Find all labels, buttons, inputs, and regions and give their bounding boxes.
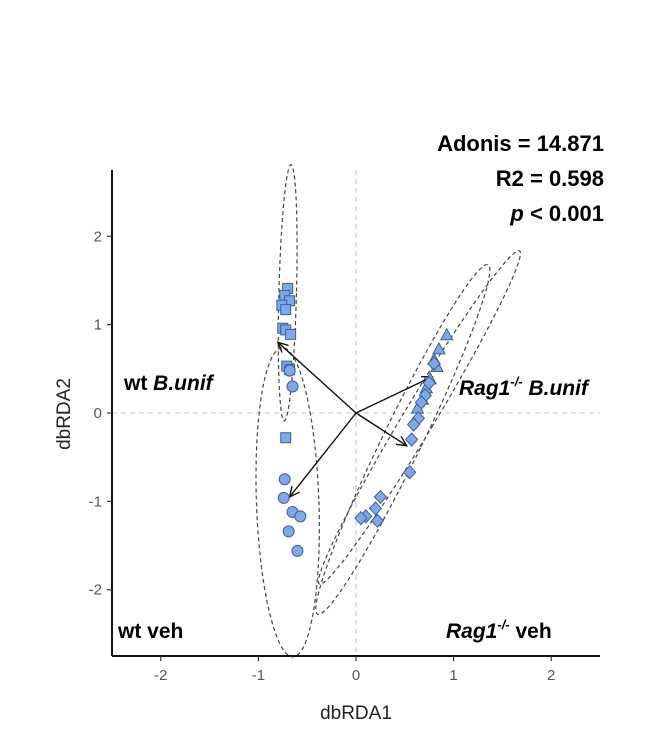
tick-labels: -2 -1 0 1 2 2 1 0 -1 -2 [89, 228, 556, 684]
point-diamond-9 [373, 489, 388, 505]
point-diamond-1 [427, 356, 441, 371]
point-diamond-4 [414, 395, 429, 410]
point-diamond-6 [406, 417, 421, 432]
y-axis-label: dbRDA2 [54, 378, 75, 450]
y-tick-label: -2 [89, 582, 102, 599]
x-axis-label: dbRDA1 [320, 703, 392, 724]
adonis-stat: Adonis = 14.871 [437, 131, 604, 156]
point-square-8 [285, 328, 297, 340]
point-square-5 [280, 304, 292, 316]
x-tick-label: 2 [547, 667, 555, 684]
group-ellipses [255, 164, 522, 658]
centroid-arrow-1 [276, 341, 357, 414]
x-tick-label: -1 [252, 667, 265, 684]
label-wt-veh: wt veh [117, 620, 183, 643]
point-diamond-12 [354, 510, 368, 526]
label-wt-bunif: wt B.unif [123, 372, 215, 395]
y-tick-label: 2 [94, 228, 102, 245]
p-value-stat: p < 0.001 [509, 201, 604, 226]
point-circle-6 [294, 510, 307, 523]
label-rag1-veh: Rag1-/- veh [446, 617, 552, 643]
confidence-ellipse-4 [315, 263, 491, 616]
point-circle-2 [283, 364, 296, 377]
point-diamond-13 [370, 513, 385, 529]
point-diamond-2 [422, 375, 436, 391]
data-points [276, 282, 454, 557]
y-tick-label: 1 [94, 317, 102, 334]
point-circle-1 [286, 380, 299, 393]
confidence-ellipse-3 [317, 249, 522, 585]
label-rag1-bunif: Rag1-/- B.unif [459, 374, 590, 400]
x-tick-label: 0 [352, 667, 360, 684]
point-circle-8 [291, 544, 304, 557]
point-diamond-7 [404, 432, 419, 447]
point-diamond-10 [368, 501, 383, 516]
point-triangle-2 [432, 341, 446, 355]
point-diamond-8 [402, 464, 417, 480]
x-tick-label: -2 [154, 667, 167, 684]
point-triangle-1 [439, 327, 454, 341]
r2-stat: R2 = 0.598 [496, 166, 604, 191]
centroid-arrow-4 [355, 412, 409, 447]
y-tick-label: 0 [94, 405, 102, 422]
x-tick-label: 1 [449, 667, 457, 684]
point-square-11 [280, 432, 292, 444]
point-circle-4 [277, 491, 290, 504]
point-circle-3 [278, 473, 291, 486]
y-tick-label: -1 [89, 493, 102, 510]
point-circle-7 [282, 525, 295, 538]
centroid-arrow-2 [288, 412, 357, 499]
